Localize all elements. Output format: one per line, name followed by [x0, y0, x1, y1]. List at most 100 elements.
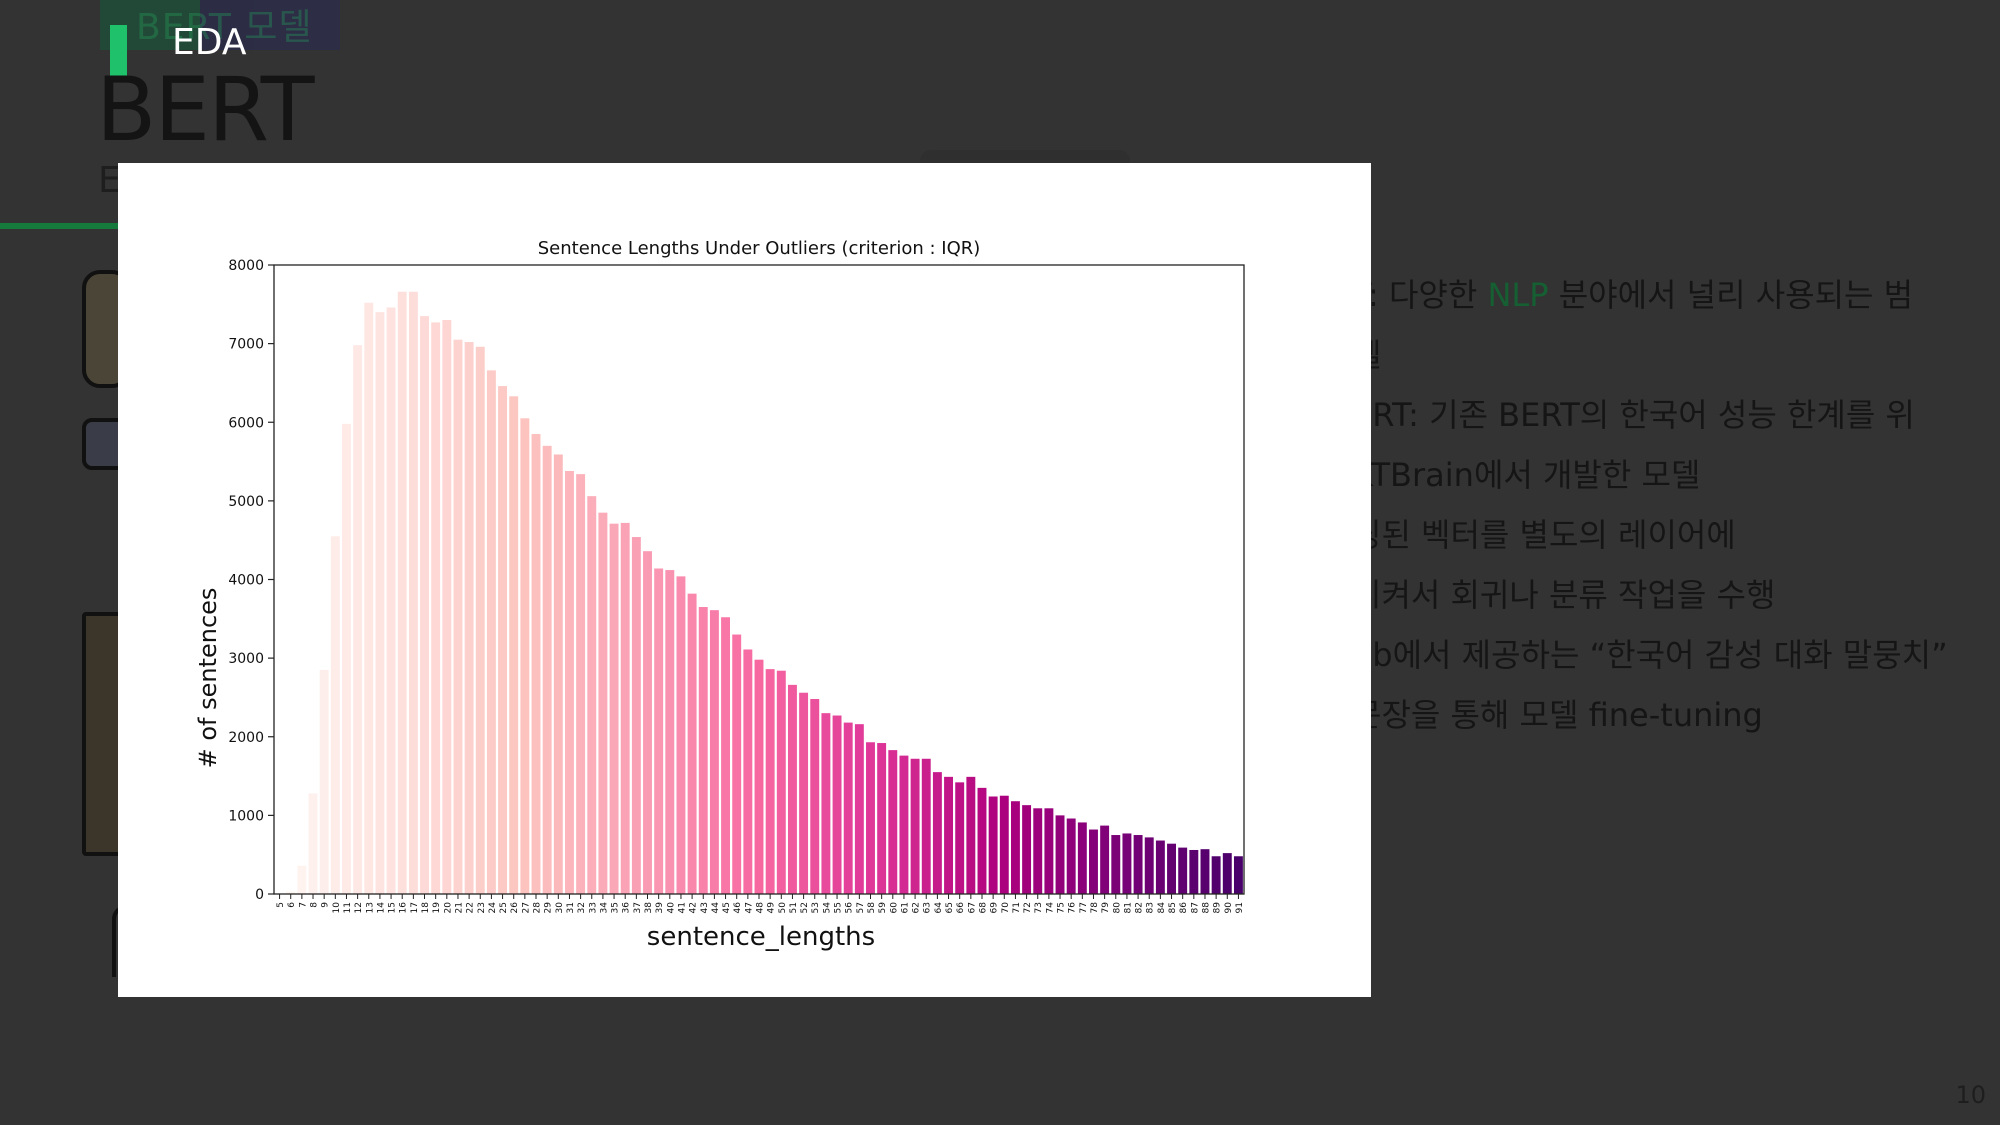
y-tick-label: 3000: [228, 651, 264, 667]
bar-70: [999, 795, 1009, 894]
x-tick-label: 42: [689, 902, 699, 913]
bar-34: [598, 512, 608, 894]
bar-45: [721, 617, 731, 894]
x-tick-label: 59: [878, 902, 888, 914]
x-tick-label: 20: [443, 902, 453, 914]
bar-33: [587, 496, 597, 894]
bar-7: [297, 865, 307, 894]
bar-18: [420, 316, 429, 894]
x-tick-label: 76: [1068, 902, 1078, 914]
x-tick-label: 21: [454, 902, 464, 913]
x-tick-label: 53: [811, 902, 821, 913]
x-tick-label: 62: [912, 902, 922, 913]
x-tick-label: 43: [700, 902, 710, 913]
bar-68: [977, 787, 987, 894]
bar-66: [955, 782, 965, 894]
y-tick-label: 0: [255, 887, 264, 903]
bar-74: [1044, 808, 1054, 894]
title-underline: [0, 223, 120, 229]
bar-17: [408, 291, 418, 894]
x-tick-label: 56: [845, 902, 855, 914]
x-tick-label: 16: [399, 902, 409, 914]
bar-83: [1144, 837, 1154, 894]
x-tick-label: 54: [822, 902, 832, 914]
x-tick-label: 88: [1201, 902, 1211, 914]
x-tick-label: 64: [934, 902, 944, 914]
bar-87: [1189, 849, 1199, 894]
x-tick-label: 11: [343, 902, 353, 913]
bar-84: [1155, 840, 1165, 894]
bar-44: [709, 610, 719, 894]
x-tick-label: 7: [298, 902, 308, 908]
bar-51: [787, 684, 797, 894]
x-tick-label: 48: [756, 902, 766, 914]
x-tick-label: 40: [666, 902, 676, 914]
x-tick-label: 82: [1135, 902, 1145, 913]
x-tick-label: 91: [1235, 902, 1245, 913]
bar-24: [486, 370, 496, 894]
bar-52: [799, 692, 809, 894]
bar-64: [932, 772, 942, 894]
bar-15: [386, 307, 396, 894]
bar-49: [765, 669, 775, 894]
bullet-line: 델: [1352, 328, 1992, 388]
x-tick-label: 86: [1179, 902, 1189, 914]
x-tick-label: 73: [1034, 902, 1044, 913]
y-axis-label: # of sentences: [194, 588, 222, 769]
x-tick-label: 5: [276, 902, 286, 908]
bullet-text: 문장을 통해 모델 fine-tuning: [1352, 696, 1763, 734]
x-tick-label: 79: [1101, 902, 1111, 914]
bar-57: [854, 724, 864, 894]
bar-12: [353, 345, 363, 894]
x-tick-label: 72: [1023, 902, 1033, 913]
x-tick-label: 65: [945, 902, 955, 913]
slide-title: BERT: [96, 58, 314, 161]
bar-67: [966, 776, 976, 894]
x-tick-label: 36: [622, 902, 632, 914]
x-tick-label: 89: [1213, 902, 1223, 914]
bar-55: [832, 715, 842, 894]
x-tick-label: 18: [421, 902, 431, 914]
bar-65: [944, 776, 953, 894]
y-tick-label: 1000: [228, 808, 264, 824]
x-tick-label: 80: [1112, 902, 1122, 914]
x-tick-label: 23: [477, 902, 487, 913]
bar-11: [342, 423, 351, 894]
x-tick-label: 14: [376, 902, 386, 914]
bar-89: [1211, 856, 1221, 894]
bar-36: [620, 522, 630, 894]
x-tick-label: 29: [544, 902, 554, 914]
bar-61: [899, 755, 909, 894]
bar-60: [888, 750, 898, 894]
x-tick-label: 32: [577, 902, 587, 913]
x-tick-label: 27: [521, 902, 531, 913]
bar-81: [1122, 833, 1132, 894]
bar-32: [576, 474, 586, 894]
x-tick-label: 75: [1057, 902, 1067, 913]
x-tick-label: 57: [856, 902, 866, 913]
bar-27: [520, 418, 530, 894]
bar-69: [988, 796, 998, 894]
bar-53: [810, 699, 820, 894]
bar-6: [286, 891, 296, 894]
bar-42: [687, 593, 697, 894]
x-tick-label: 66: [956, 902, 966, 914]
subtitle-fragment: E: [98, 160, 121, 201]
bullet-line: 시켜서 회귀나 분류 작업을 수행: [1352, 568, 1992, 628]
bullet-line: 문장을 통해 모델 fine-tuning: [1352, 688, 1992, 748]
bar-29: [542, 445, 552, 894]
bar-10: [330, 536, 340, 894]
bar-8: [308, 793, 318, 894]
bar-90: [1222, 853, 1232, 894]
x-tick-label: 68: [978, 902, 988, 914]
x-tick-label: 67: [967, 902, 977, 913]
x-tick-label: 90: [1224, 902, 1234, 914]
x-tick-label: 35: [611, 902, 621, 913]
x-tick-label: 46: [733, 902, 743, 914]
x-tick-label: 83: [1146, 902, 1156, 913]
x-tick-label: 71: [1012, 902, 1022, 913]
x-tick-label: 77: [1079, 902, 1089, 913]
x-tick-label: 10: [332, 902, 342, 914]
ghost-slide-title: BERT 모델: [136, 7, 313, 48]
x-tick-label: 50: [778, 902, 788, 914]
